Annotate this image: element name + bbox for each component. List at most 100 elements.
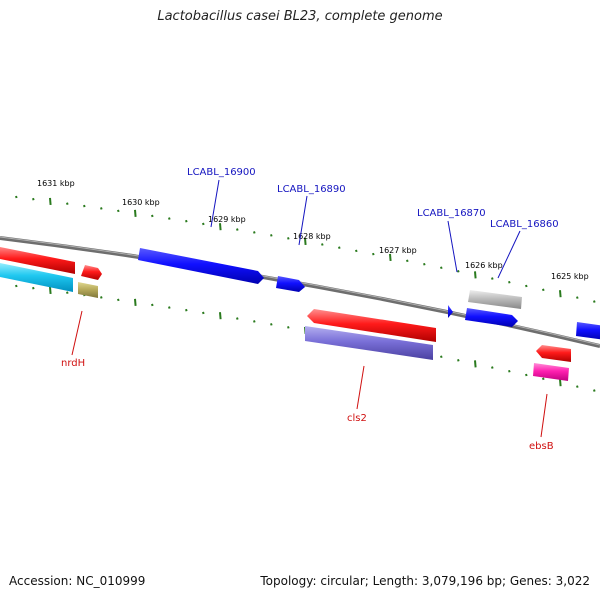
minor-tick xyxy=(253,231,256,234)
minor-tick xyxy=(117,209,120,213)
feature-red-left-top[interactable] xyxy=(0,246,75,274)
minor-tick xyxy=(117,298,120,302)
minor-tick xyxy=(457,359,460,362)
minor-tick xyxy=(576,385,579,388)
gene-label-nrdH[interactable]: nrdH xyxy=(61,358,85,369)
major-tick xyxy=(219,312,222,320)
feature-cls2-purple[interactable] xyxy=(305,326,433,360)
minor-tick xyxy=(253,320,256,323)
minor-tick xyxy=(593,300,596,303)
leader-cls2 xyxy=(356,365,365,410)
gene-label-lcabl-16870[interactable]: LCABL_16870 xyxy=(417,208,486,219)
minor-tick xyxy=(270,323,273,326)
minor-tick xyxy=(372,252,375,256)
feature-cyan-left[interactable] xyxy=(0,262,73,292)
minor-tick xyxy=(338,246,341,249)
minor-tick xyxy=(491,277,494,280)
major-tick xyxy=(559,290,562,298)
leader-lcabl-16900 xyxy=(210,179,220,228)
map-title: Lactobacillus casei BL23, complete genom… xyxy=(157,9,443,24)
feature-ebsB-magenta[interactable] xyxy=(533,363,569,381)
minor-tick xyxy=(321,243,324,246)
minor-tick xyxy=(542,377,545,381)
feature-cls2-red[interactable] xyxy=(307,309,436,342)
feature-blue-mid-right[interactable] xyxy=(465,308,518,327)
minor-tick xyxy=(32,286,35,290)
major-tick xyxy=(49,286,52,294)
minor-tick xyxy=(457,270,460,273)
feature-lcabl-16900[interactable] xyxy=(138,248,264,284)
minor-tick xyxy=(100,207,103,210)
tick-label-1627: 1627 kbp xyxy=(379,246,417,255)
minor-tick xyxy=(100,296,103,299)
minor-tick xyxy=(15,195,18,199)
gene-label-lcabl-16860[interactable]: LCABL_16860 xyxy=(490,219,559,230)
gene-label-cls2[interactable]: cls2 xyxy=(347,413,367,424)
minor-tick xyxy=(83,204,86,208)
feature-nrdH-olive[interactable] xyxy=(78,282,98,298)
major-tick xyxy=(304,237,307,245)
major-tick xyxy=(49,197,52,205)
minor-tick xyxy=(593,389,596,392)
major-tick xyxy=(474,271,477,279)
major-tick xyxy=(134,298,137,306)
tick-label-1628: 1628 kbp xyxy=(293,232,331,241)
minor-tick xyxy=(236,228,239,231)
minor-tick xyxy=(525,284,528,288)
major-tick xyxy=(134,209,137,217)
minor-tick xyxy=(202,311,205,315)
gene-label-ebsB[interactable]: ebsB xyxy=(529,441,554,452)
minor-tick xyxy=(236,317,239,320)
major-tick xyxy=(559,379,562,387)
minor-tick xyxy=(491,366,494,369)
feature-lcabl-16890[interactable] xyxy=(276,276,305,292)
feature-nrdH-red[interactable] xyxy=(81,265,102,280)
minor-tick xyxy=(508,369,511,373)
feature-ebsB-red[interactable] xyxy=(536,345,571,362)
minor-tick xyxy=(66,291,69,294)
minor-tick xyxy=(525,373,528,377)
leader-lcabl-16860 xyxy=(497,230,521,279)
gene-label-lcabl-16900[interactable]: LCABL_16900 xyxy=(187,167,256,178)
minor-tick xyxy=(185,308,188,312)
minor-tick xyxy=(202,222,205,226)
minor-tick xyxy=(542,288,545,292)
minor-tick xyxy=(508,280,511,284)
minor-tick xyxy=(168,306,171,309)
minor-tick xyxy=(440,355,443,359)
leader-lcabl-16890 xyxy=(298,195,308,246)
minor-tick xyxy=(287,237,290,240)
genome-summary-text: Topology: circular; Length: 3,079,196 bp… xyxy=(260,574,590,588)
gene-label-lcabl-16890[interactable]: LCABL_16890 xyxy=(277,184,346,195)
minor-tick xyxy=(423,262,426,266)
minor-tick xyxy=(32,197,35,201)
tick-label-1626: 1626 kbp xyxy=(465,261,503,270)
minor-tick xyxy=(355,249,358,253)
minor-tick xyxy=(168,217,171,220)
tick-label-1625: 1625 kbp xyxy=(551,272,589,281)
minor-tick xyxy=(440,266,443,270)
minor-tick xyxy=(576,296,579,299)
leader-nrdH xyxy=(71,310,83,356)
minor-tick xyxy=(406,259,409,263)
feature-lcabl-16860-gray[interactable] xyxy=(468,290,522,309)
minor-tick xyxy=(185,219,188,223)
upper-tick-track xyxy=(15,195,596,303)
tick-label-1631: 1631 kbp xyxy=(37,179,75,188)
minor-tick xyxy=(66,202,69,205)
tick-label-1630: 1630 kbp xyxy=(122,198,160,207)
minor-tick xyxy=(287,326,290,329)
major-tick xyxy=(219,223,222,231)
feature-lcabl-16870[interactable] xyxy=(448,305,453,318)
accession-text: Accession: NC_010999 xyxy=(9,574,146,588)
minor-tick xyxy=(151,214,154,218)
minor-tick xyxy=(151,303,154,307)
feature-blue-far-right[interactable] xyxy=(576,322,600,340)
major-tick xyxy=(389,253,392,262)
leader-ebsB xyxy=(540,393,548,438)
minor-tick xyxy=(15,284,18,288)
minor-tick xyxy=(270,234,273,237)
leader-lcabl-16870 xyxy=(447,220,458,273)
major-tick xyxy=(474,360,477,368)
